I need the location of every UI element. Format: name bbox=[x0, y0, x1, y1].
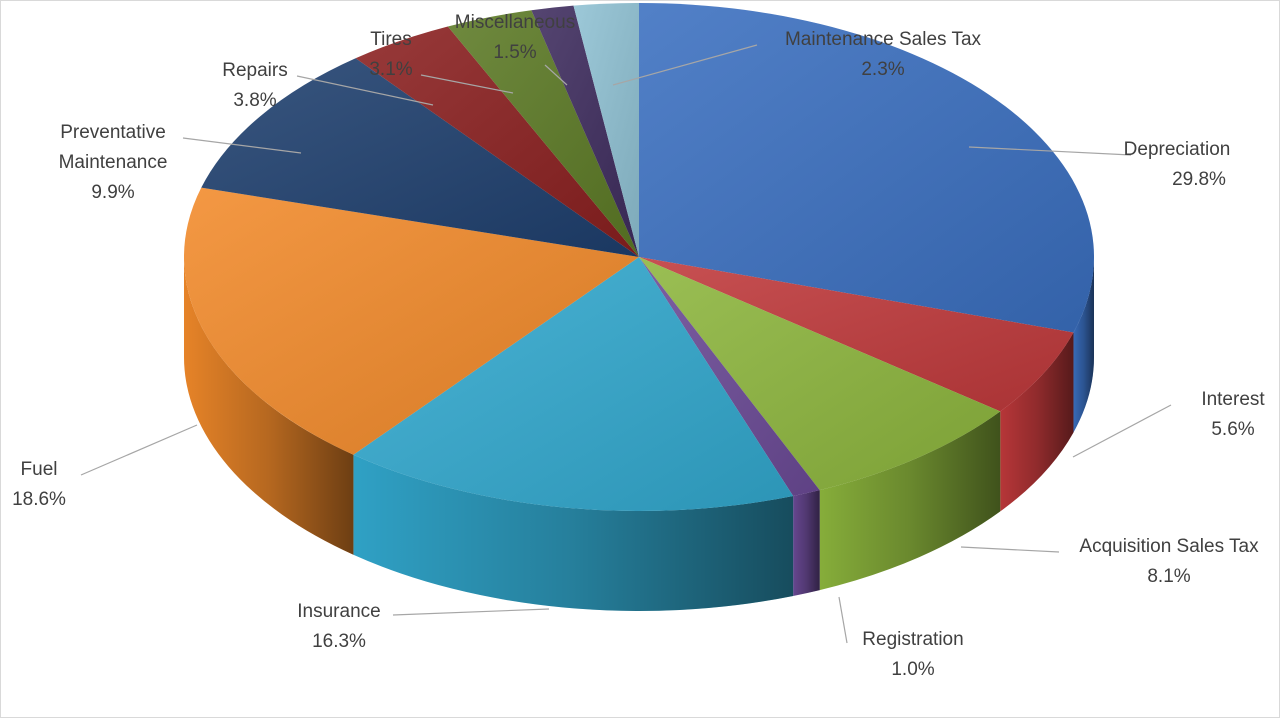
leader-depreciation bbox=[968, 146, 1132, 156]
value-registration: 1.0% bbox=[891, 659, 934, 680]
leader-acquisition-sales-tax bbox=[960, 546, 1060, 553]
leader-lines bbox=[80, 44, 1172, 644]
leader-registration bbox=[838, 596, 848, 644]
value-interest: 5.6% bbox=[1211, 419, 1254, 440]
slice-repairs bbox=[355, 26, 639, 257]
leader-insurance bbox=[392, 608, 550, 616]
label-preventative-maintenance-line1: Preventative bbox=[60, 122, 166, 143]
pie-top-layer bbox=[184, 3, 1094, 511]
value-miscellaneous: 1.5% bbox=[493, 42, 536, 63]
leader-interest bbox=[1072, 404, 1172, 458]
label-interest: Interest bbox=[1201, 389, 1265, 410]
value-insurance: 16.3% bbox=[312, 631, 366, 652]
value-depreciation: 29.8% bbox=[1172, 169, 1226, 190]
data-labels: Depreciation 29.8% Interest 5.6% Acquisition… bbox=[12, 12, 1265, 680]
label-tires: Tires bbox=[370, 29, 412, 50]
value-repairs: 3.8% bbox=[233, 90, 276, 111]
value-maintenance-sales-tax: 2.3% bbox=[861, 59, 904, 80]
side-registration bbox=[793, 490, 820, 596]
label-repairs: Repairs bbox=[222, 60, 287, 81]
slice-acquisition-sales-tax bbox=[639, 257, 1001, 491]
label-registration: Registration bbox=[862, 629, 963, 650]
value-fuel: 18.6% bbox=[12, 489, 66, 510]
label-preventative-maintenance-line2: Maintenance bbox=[59, 152, 168, 173]
leader-tires bbox=[420, 74, 514, 94]
slice-maintenance-sales-tax bbox=[573, 3, 639, 257]
slice-fuel bbox=[184, 187, 639, 455]
value-tires: 3.1% bbox=[369, 59, 412, 80]
label-maintenance-sales-tax: Maintenance Sales Tax bbox=[785, 29, 982, 50]
leader-preventative-maintenance bbox=[182, 137, 302, 154]
leader-maintenance-sales-tax bbox=[612, 44, 758, 86]
label-depreciation: Depreciation bbox=[1124, 139, 1231, 160]
slice-preventative-maintenance bbox=[201, 58, 639, 257]
label-acquisition-sales-tax: Acquisition Sales Tax bbox=[1079, 536, 1259, 557]
leader-miscellaneous bbox=[544, 64, 568, 86]
slice-miscellaneous bbox=[531, 5, 639, 258]
side-acquisition-sales-tax bbox=[819, 411, 1001, 591]
slice-insurance bbox=[353, 257, 794, 511]
side-fuel bbox=[184, 257, 354, 555]
side-depreciation bbox=[1073, 257, 1094, 433]
slice-interest bbox=[639, 257, 1074, 412]
slice-registration bbox=[639, 257, 820, 496]
value-preventative-maintenance: 9.9% bbox=[91, 182, 134, 203]
side-insurance bbox=[353, 454, 794, 611]
label-miscellaneous: Miscellaneous bbox=[455, 12, 575, 33]
slice-tires bbox=[447, 10, 639, 258]
side-interest bbox=[1000, 332, 1074, 512]
slice-depreciation bbox=[639, 3, 1094, 333]
label-fuel: Fuel bbox=[21, 459, 58, 480]
leader-fuel bbox=[80, 424, 198, 476]
label-insurance: Insurance bbox=[297, 601, 380, 622]
leader-repairs bbox=[296, 75, 434, 106]
value-acquisition-sales-tax: 8.1% bbox=[1147, 566, 1190, 587]
pie-side-layer bbox=[184, 257, 1094, 611]
